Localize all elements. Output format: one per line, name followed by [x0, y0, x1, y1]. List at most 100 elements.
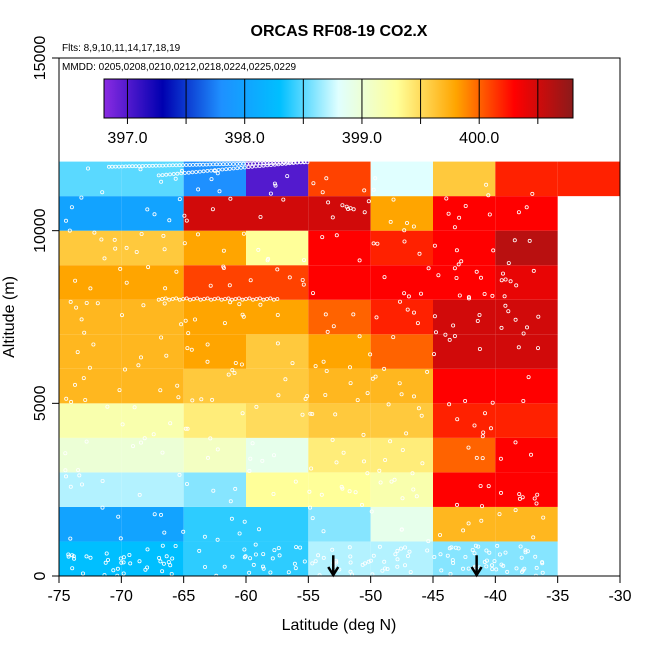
- heatmap-cell: [495, 403, 558, 438]
- sample-marker: [184, 218, 189, 223]
- sample-marker: [503, 303, 508, 308]
- sample-marker: [199, 397, 204, 402]
- sample-marker: [106, 558, 111, 563]
- sample-marker: [456, 262, 461, 267]
- sample-marker: [388, 219, 393, 224]
- sample-marker: [157, 556, 162, 561]
- sample-marker: [439, 568, 444, 573]
- sample-marker: [231, 162, 236, 166]
- sample-marker: [228, 196, 233, 201]
- sample-marker: [474, 455, 479, 460]
- sample-marker: [313, 364, 318, 369]
- sample-marker: [174, 163, 179, 168]
- sample-marker: [348, 206, 353, 211]
- sample-marker: [294, 545, 299, 550]
- heatmap-cell: [495, 472, 558, 507]
- flights-note: Flts: 8,9,10,11,14,17,18,19: [62, 43, 181, 54]
- sample-marker: [377, 468, 382, 473]
- heatmap-cell: [433, 334, 496, 369]
- sample-marker: [241, 231, 246, 236]
- sample-marker: [359, 502, 364, 507]
- sample-marker: [414, 494, 419, 499]
- sample-marker: [211, 488, 216, 493]
- sample-marker: [512, 238, 517, 243]
- sample-marker: [287, 275, 292, 280]
- sample-marker: [300, 277, 305, 282]
- heatmap-cell: [370, 196, 433, 231]
- sample-marker: [353, 490, 358, 495]
- sample-marker: [375, 241, 380, 246]
- heatmap-cell: [433, 506, 496, 542]
- sample-marker: [124, 280, 129, 285]
- sample-marker: [382, 275, 387, 280]
- sample-marker: [196, 187, 201, 192]
- heatmap-cell: [246, 368, 309, 404]
- sample-marker: [80, 482, 85, 487]
- sample-marker: [518, 544, 523, 549]
- heatmap-cell: [183, 437, 246, 473]
- sample-marker: [344, 204, 349, 209]
- sample-marker: [159, 179, 164, 184]
- heatmap-cell: [495, 437, 558, 473]
- sample-marker: [118, 556, 123, 561]
- sample-marker: [276, 393, 281, 398]
- sample-marker: [69, 205, 74, 210]
- arrow-head: [327, 566, 340, 578]
- sample-marker: [205, 359, 210, 364]
- sample-marker: [432, 314, 437, 319]
- heatmap-cell: [308, 403, 371, 438]
- sample-marker: [447, 546, 452, 551]
- sample-marker: [226, 296, 231, 301]
- sample-marker: [475, 318, 480, 323]
- sample-marker: [377, 544, 382, 549]
- sample-marker: [395, 548, 400, 553]
- sample-marker: [395, 557, 400, 562]
- sample-marker: [411, 310, 416, 315]
- sample-marker: [425, 548, 430, 553]
- sample-marker: [514, 566, 519, 571]
- heatmap-cell: [433, 368, 496, 404]
- sample-marker: [463, 555, 468, 560]
- sample-marker: [111, 568, 116, 573]
- sample-marker: [174, 296, 179, 301]
- heatmap-cell: [433, 437, 496, 473]
- sample-marker: [513, 440, 518, 445]
- sample-marker: [248, 161, 253, 166]
- sample-marker: [264, 297, 269, 301]
- heatmap-cell: [183, 506, 246, 542]
- sample-marker: [230, 554, 235, 559]
- sample-marker: [164, 163, 169, 168]
- sample-marker: [201, 162, 206, 167]
- sample-marker: [247, 570, 252, 575]
- sample-marker: [133, 164, 138, 169]
- sample-marker: [516, 345, 521, 350]
- heatmap-cell: [433, 161, 496, 197]
- sample-marker: [293, 566, 298, 571]
- sample-marker: [138, 167, 143, 172]
- sample-marker: [495, 543, 500, 548]
- sample-marker: [374, 315, 379, 320]
- heatmap-cell: [121, 334, 184, 369]
- sample-marker: [68, 299, 73, 304]
- sample-marker: [70, 566, 75, 571]
- sample-marker: [484, 182, 489, 187]
- sample-marker: [113, 164, 118, 169]
- sample-marker: [160, 173, 165, 178]
- sample-marker: [186, 331, 191, 336]
- heatmap-cell: [495, 265, 558, 300]
- sample-marker: [310, 411, 315, 416]
- x-tick-label: -55: [297, 588, 320, 605]
- heatmap-cell: [433, 541, 496, 576]
- heatmap-cells: [59, 161, 620, 576]
- sample-marker: [334, 560, 339, 565]
- sample-marker: [167, 297, 172, 302]
- sample-marker: [164, 172, 169, 177]
- sample-marker: [321, 359, 326, 364]
- sample-marker: [425, 369, 430, 374]
- sample-marker: [222, 564, 227, 569]
- sample-marker: [416, 406, 421, 411]
- heatmap-cell: [370, 541, 433, 576]
- sample-marker: [420, 461, 425, 466]
- sample-marker: [130, 164, 135, 169]
- sample-marker: [212, 297, 217, 301]
